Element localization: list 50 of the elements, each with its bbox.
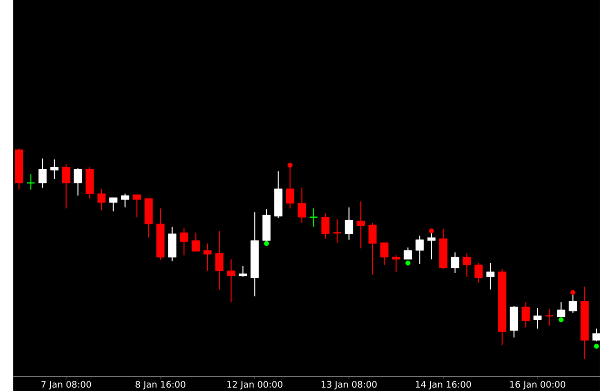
- candlestick: [462, 252, 471, 278]
- candlestick: [132, 194, 141, 218]
- candlestick: [97, 188, 106, 211]
- point: [429, 228, 434, 234]
- candlestick: [344, 206, 354, 240]
- x-tick-label: 13 Jan 08:00: [322, 380, 377, 390]
- candlestick: [486, 262, 494, 290]
- point: [264, 240, 269, 246]
- candlestick: [298, 187, 306, 224]
- candlestick: [450, 252, 460, 274]
- candlestick: [227, 258, 236, 303]
- x-tick-label: 14 Jan 16:00: [416, 380, 471, 390]
- candlestick: [238, 265, 248, 278]
- candlestick: [50, 158, 58, 180]
- candlestick: [215, 230, 224, 290]
- candlestick: [380, 242, 388, 266]
- candlestick: [544, 308, 554, 326]
- candlestick: [533, 307, 542, 330]
- candlestick: [180, 227, 188, 256]
- x-tick-label: 8 Jan 16:00: [136, 380, 186, 390]
- point: [405, 260, 410, 266]
- x-tick-label: 12 Jan 00:00: [227, 380, 282, 390]
- point: [558, 317, 564, 322]
- point: [288, 162, 293, 168]
- candlestick: [522, 302, 530, 328]
- candlestick: [120, 193, 130, 208]
- candlestick: [510, 306, 518, 338]
- candlestick: [592, 328, 600, 342]
- candlestick: [404, 246, 412, 260]
- candlestick: [192, 232, 200, 252]
- candlestick: [332, 218, 342, 244]
- candlestick: [38, 158, 47, 188]
- candlestick: [309, 208, 318, 228]
- candlestick: [416, 235, 424, 264]
- candlestick: [286, 164, 294, 209]
- candlestick: [392, 254, 400, 272]
- candlestick: [203, 242, 212, 272]
- point: [570, 290, 576, 295]
- candlestick: [109, 197, 118, 212]
- candlestick: [557, 302, 566, 318]
- candlestick: [168, 226, 176, 262]
- x-tick-label: 16 Jan 00:00: [510, 380, 566, 390]
- candlestick: [26, 174, 36, 190]
- candlestick: [62, 164, 70, 209]
- candlestick: [368, 222, 377, 276]
- candlestick: [356, 200, 365, 249]
- candlestick: [321, 212, 330, 240]
- candlestick: [474, 262, 483, 283]
- x-tick-label: 7 Jan 08:00: [41, 380, 91, 390]
- candlestick: [74, 168, 82, 196]
